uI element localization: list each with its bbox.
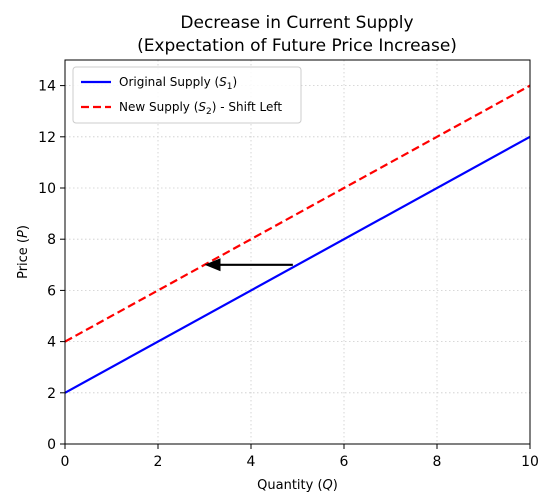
y-tick-label: 12 <box>38 130 56 146</box>
series-line-2 <box>64 84 531 343</box>
legend-label-1: Original Supply (S1) <box>119 75 237 92</box>
x-tick-label: 8 <box>433 454 442 470</box>
plot-series <box>64 84 531 394</box>
y-tick-label: 10 <box>38 181 56 197</box>
x-tick-label: 2 <box>154 454 163 470</box>
legend: Original Supply (S1) New Supply (S2) - Sh… <box>72 66 302 124</box>
y-tick-label: 14 <box>38 79 56 95</box>
y-tick-label: 6 <box>47 283 56 299</box>
plot-frame <box>64 59 531 445</box>
legend-box <box>72 66 302 124</box>
y-tick-label: 4 <box>47 335 56 351</box>
x-tick-label: 6 <box>340 454 349 470</box>
axis-ticks: 0 2 4 6 8 10 0 2 4 6 8 10 12 14 <box>38 79 539 470</box>
x-axis-label: Quantity (Q) <box>257 478 338 493</box>
annotations <box>204 258 293 272</box>
axis-labels: Quantity (Q) Price (P) <box>16 225 338 493</box>
x-tick-label: 10 <box>521 454 539 470</box>
legend-label-2: New Supply (S2) - Shift Left <box>119 100 282 117</box>
x-tick-label: 0 <box>61 454 70 470</box>
y-tick-label: 8 <box>47 232 56 248</box>
chart-title: Decrease in Current Supply (Expectation … <box>137 13 457 56</box>
y-axis-label: Price (P) <box>16 225 31 279</box>
x-tick-label: 4 <box>247 454 256 470</box>
chart-title-line-1: Decrease in Current Supply <box>180 13 413 33</box>
y-tick-label: 2 <box>47 386 56 402</box>
shift-arrow-head <box>204 258 221 272</box>
series-line-1 <box>64 135 531 394</box>
chart-title-line-2: (Expectation of Future Price Increase) <box>137 36 457 56</box>
y-tick-label: 0 <box>47 437 56 453</box>
